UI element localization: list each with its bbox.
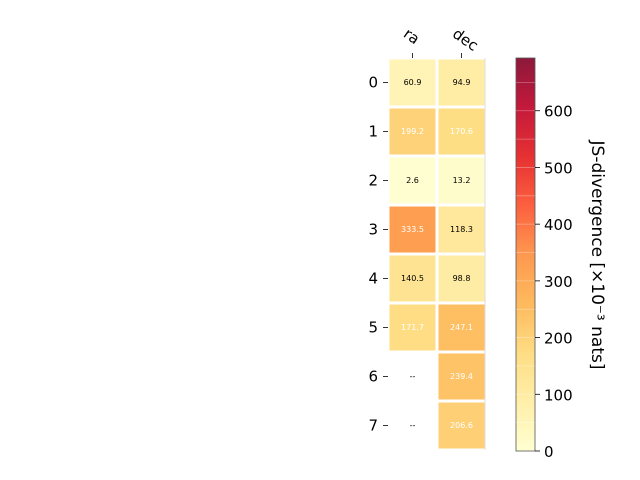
colorbar-tick-label: 0	[544, 443, 554, 461]
cell-value-label: 98.8	[453, 274, 471, 283]
heatmap-cell	[438, 108, 485, 155]
column-tick-label: dec	[449, 25, 481, 55]
heatmap-cell	[389, 304, 436, 351]
column-tick-labels: ra dec	[400, 25, 482, 58]
colorbar-tick-label: 400	[544, 216, 573, 234]
cell-value-label: 199.2	[401, 127, 424, 136]
cell-value-label: 118.3	[450, 225, 473, 234]
colorbar-tick-label: 600	[544, 103, 573, 121]
colorbar-gradient	[515, 57, 536, 452]
row-tick-label: 2	[368, 172, 378, 190]
heatmap-cell	[389, 108, 436, 155]
heatmap-cell	[438, 59, 485, 106]
row-tick-label: 7	[368, 417, 378, 435]
cell-value-label: 170.6	[450, 127, 473, 136]
cell-value-label: 94.9	[453, 78, 471, 87]
heatmap-cell	[389, 59, 436, 106]
row-tick-label: 3	[368, 221, 378, 239]
cell-value-label: --	[410, 421, 416, 430]
colorbar-tick-label: 500	[544, 159, 573, 177]
row-tick-label: 6	[368, 368, 378, 386]
heatmap-cell	[438, 402, 485, 449]
heatmap-cell	[438, 255, 485, 302]
cell-value-label: 140.5	[401, 274, 424, 283]
colorbar-tick-label: 200	[544, 330, 573, 348]
cell-value-label: 13.2	[453, 176, 471, 185]
row-tick-label: 1	[368, 123, 378, 141]
cell-value-label: 247.1	[450, 323, 473, 332]
heatmap-cell	[389, 255, 436, 302]
colorbar-tick-label: 100	[544, 386, 573, 404]
row-tick-labels: 0 1 2 3 4 5 6 7	[368, 74, 388, 435]
heatmap-cell	[389, 206, 436, 253]
colorbar-tick-label: 300	[544, 273, 573, 291]
row-tick-label: 5	[368, 319, 378, 337]
heatmap-cell	[438, 206, 485, 253]
heatmap-cell	[438, 304, 485, 351]
cell-value-label: 239.4	[450, 372, 473, 381]
heatmap-cells: 60.9 94.9 199.2 170.6 2.6 13.2 333.5 118.3 140.5…	[389, 58, 486, 450]
heatmap-cell	[438, 157, 485, 204]
colorbar-ticks: 0 100 200 300 400 500 600	[535, 103, 573, 461]
row-tick-label: 0	[368, 74, 378, 92]
cell-value-label: 171.7	[401, 323, 424, 332]
cell-value-label: 333.5	[401, 225, 424, 234]
cell-value-label: 206.6	[450, 421, 473, 430]
heatmap-cell	[438, 353, 485, 400]
cell-value-label: 2.6	[406, 176, 419, 185]
row-tick-label: 4	[368, 270, 378, 288]
column-tick-label: ra	[400, 25, 423, 49]
colorbar-label: JS-divergence [×10⁻³ nats]	[587, 140, 607, 370]
heatmap-cell	[389, 157, 436, 204]
colorbar: 0 100 200 300 400 500 600 JS-divergence [×10⁻³…	[515, 57, 607, 461]
cell-value-label: 60.9	[404, 78, 422, 87]
colorbar-lines	[516, 81, 535, 424]
cell-value-label: --	[410, 372, 416, 381]
